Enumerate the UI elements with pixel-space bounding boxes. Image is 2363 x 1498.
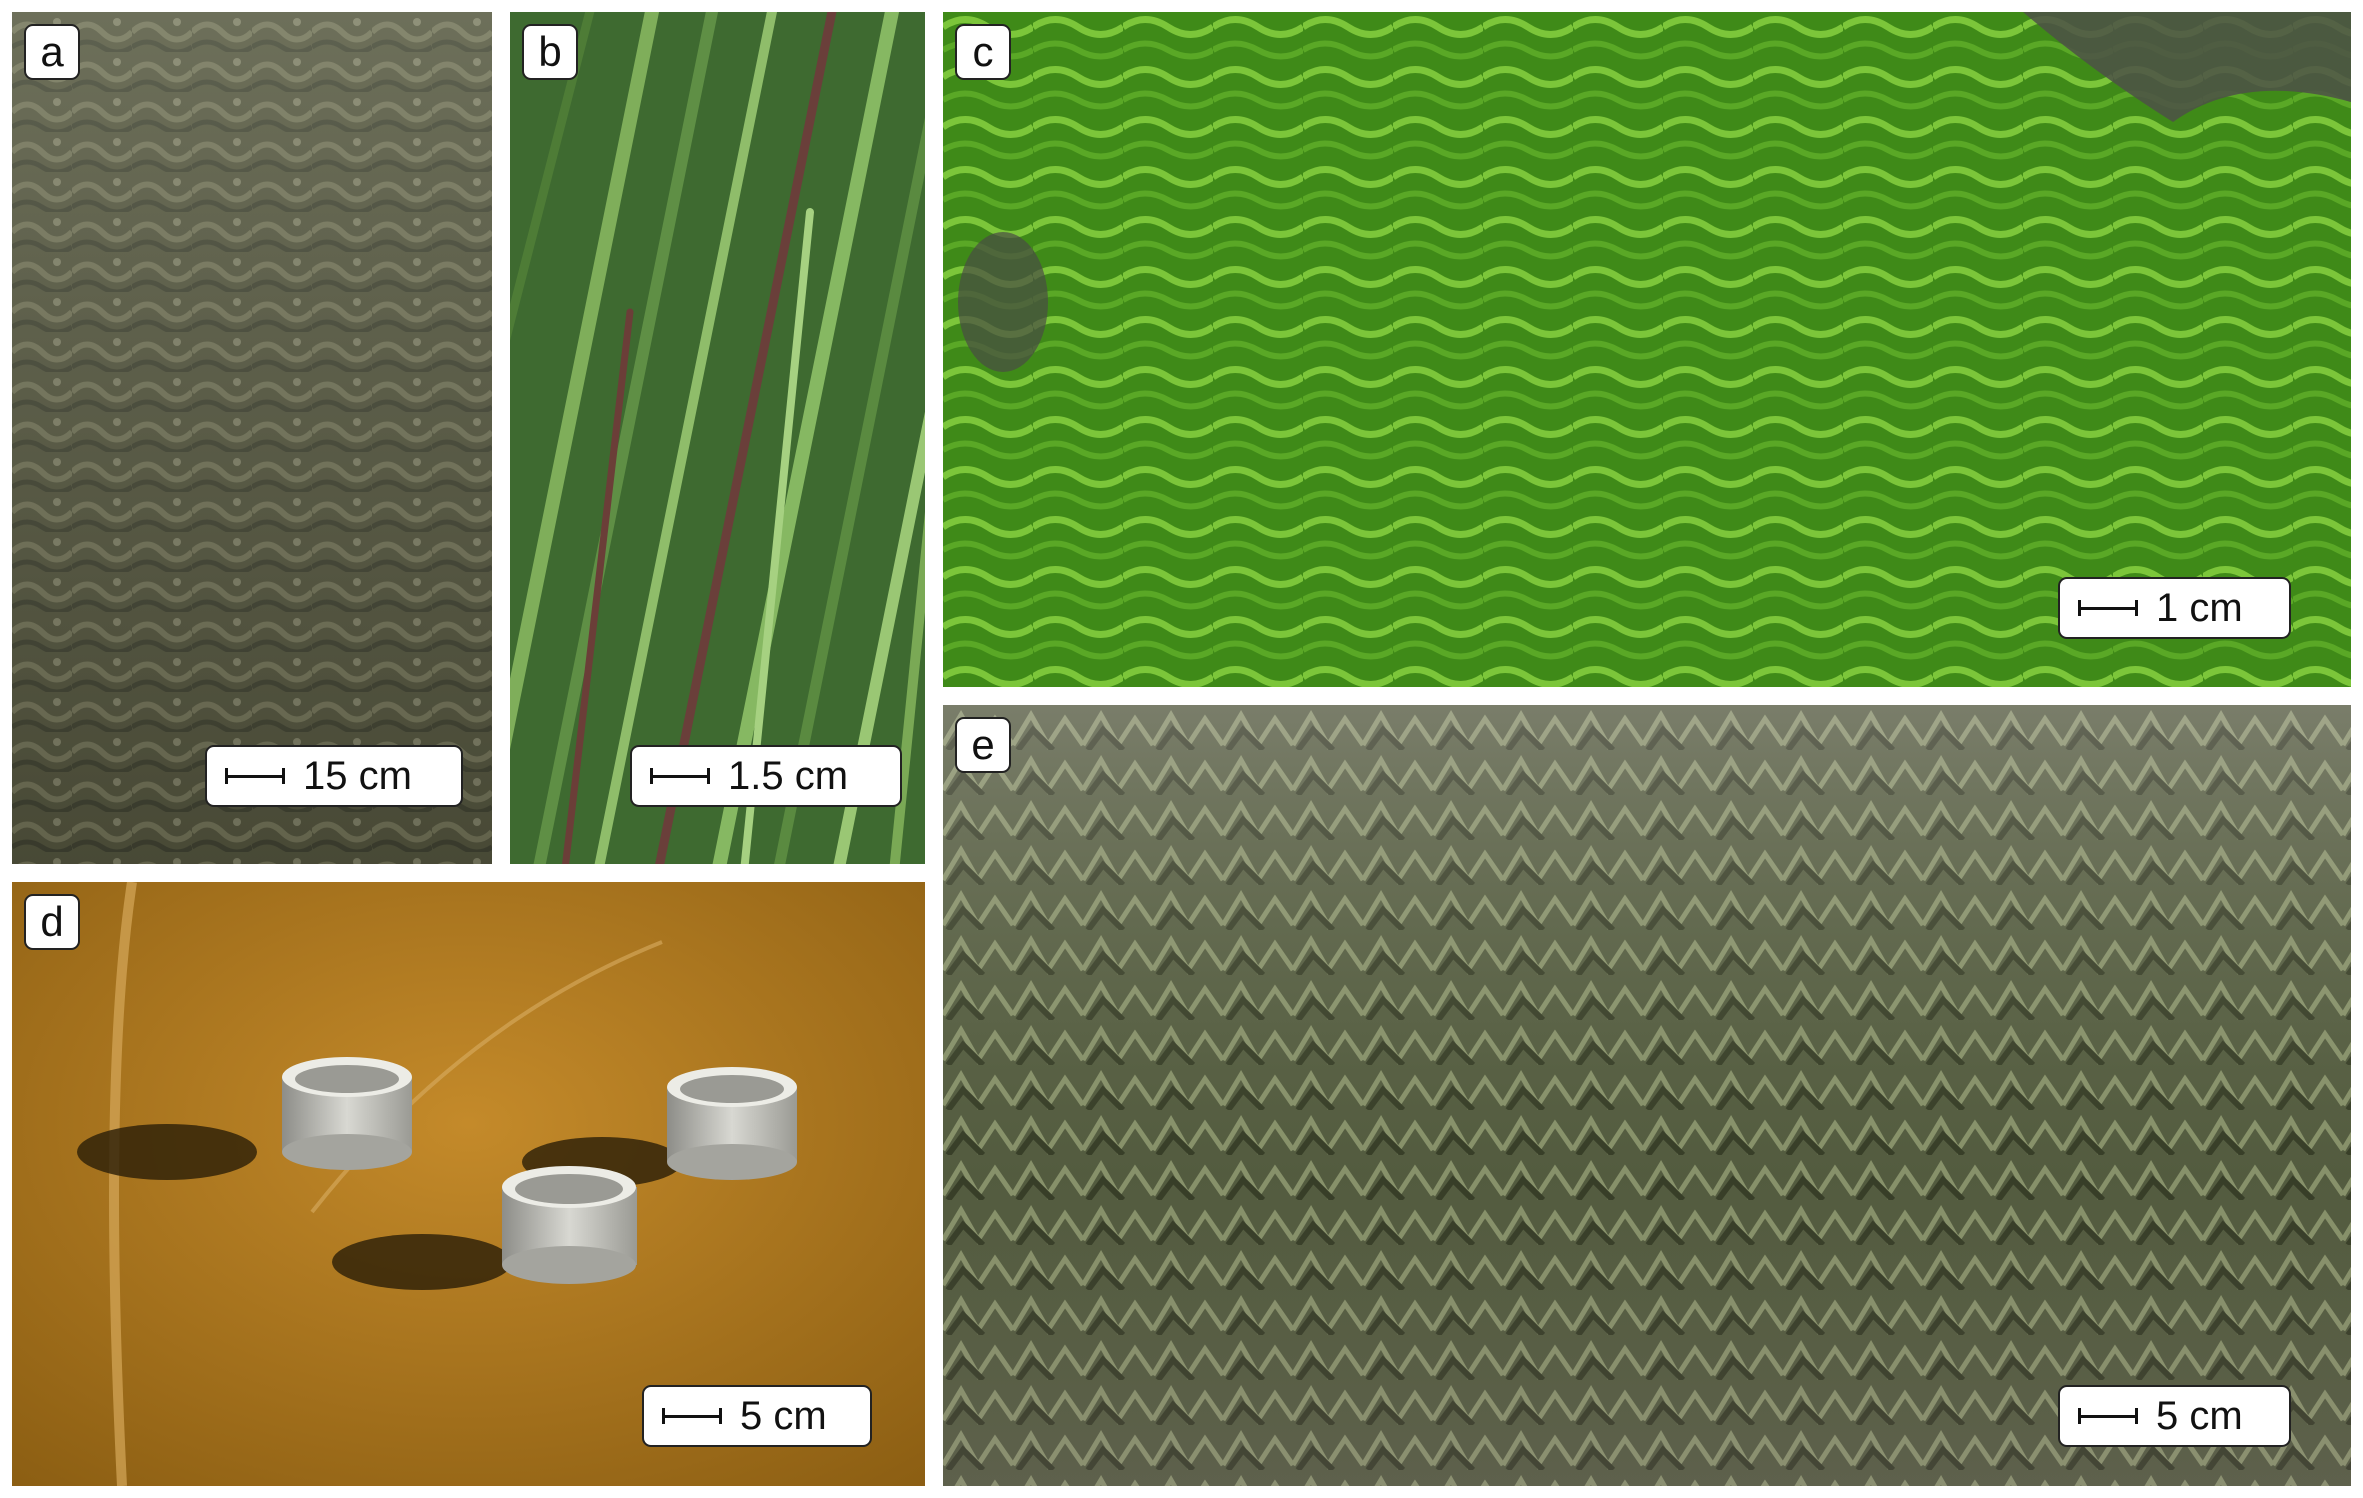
panel-label-a: a xyxy=(24,24,80,80)
scale-line-icon xyxy=(2078,1408,2138,1424)
scale-bar-c: 1 cm xyxy=(2058,577,2291,639)
scale-line-icon xyxy=(662,1408,722,1424)
panel-label-c: c xyxy=(955,24,1011,80)
panel-b: b 1.5 cm xyxy=(510,12,925,864)
panel-c: c 1 cm xyxy=(943,12,2351,687)
scale-line-icon xyxy=(650,768,710,784)
scale-bar-a: 15 cm xyxy=(205,745,463,807)
scale-line-icon xyxy=(225,768,285,784)
scale-label-c: 1 cm xyxy=(2156,585,2243,630)
photo-seagrass xyxy=(510,12,925,864)
panel-d: d 5 cm xyxy=(12,882,925,1486)
photo-algae-mud xyxy=(943,705,2351,1486)
scale-bar-d: 5 cm xyxy=(642,1385,872,1447)
photo-green-algae xyxy=(943,12,2351,687)
scale-bar-e: 5 cm xyxy=(2058,1385,2291,1447)
panel-label-d: d xyxy=(24,894,80,950)
scale-bar-b: 1.5 cm xyxy=(630,745,902,807)
scale-line-icon xyxy=(2078,600,2138,616)
photo-seaweed-field xyxy=(12,12,492,864)
panel-label-b: b xyxy=(522,24,578,80)
panel-e: e 5 cm xyxy=(943,705,2351,1486)
scale-label-e: 5 cm xyxy=(2156,1393,2243,1438)
scale-label-b: 1.5 cm xyxy=(728,753,849,798)
panel-a: a 15 cm xyxy=(12,12,492,864)
scale-label-a: 15 cm xyxy=(303,753,412,798)
scale-label-d: 5 cm xyxy=(740,1393,827,1438)
panel-label-e: e xyxy=(955,717,1011,773)
